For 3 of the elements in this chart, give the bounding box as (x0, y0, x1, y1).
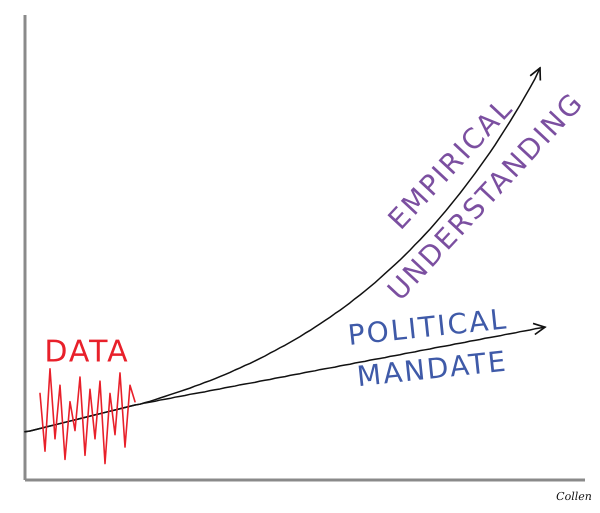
text: POLITICAL MANDATE (346, 302, 510, 394)
text: Collen (556, 490, 592, 503)
series-label: DATA (44, 334, 130, 370)
